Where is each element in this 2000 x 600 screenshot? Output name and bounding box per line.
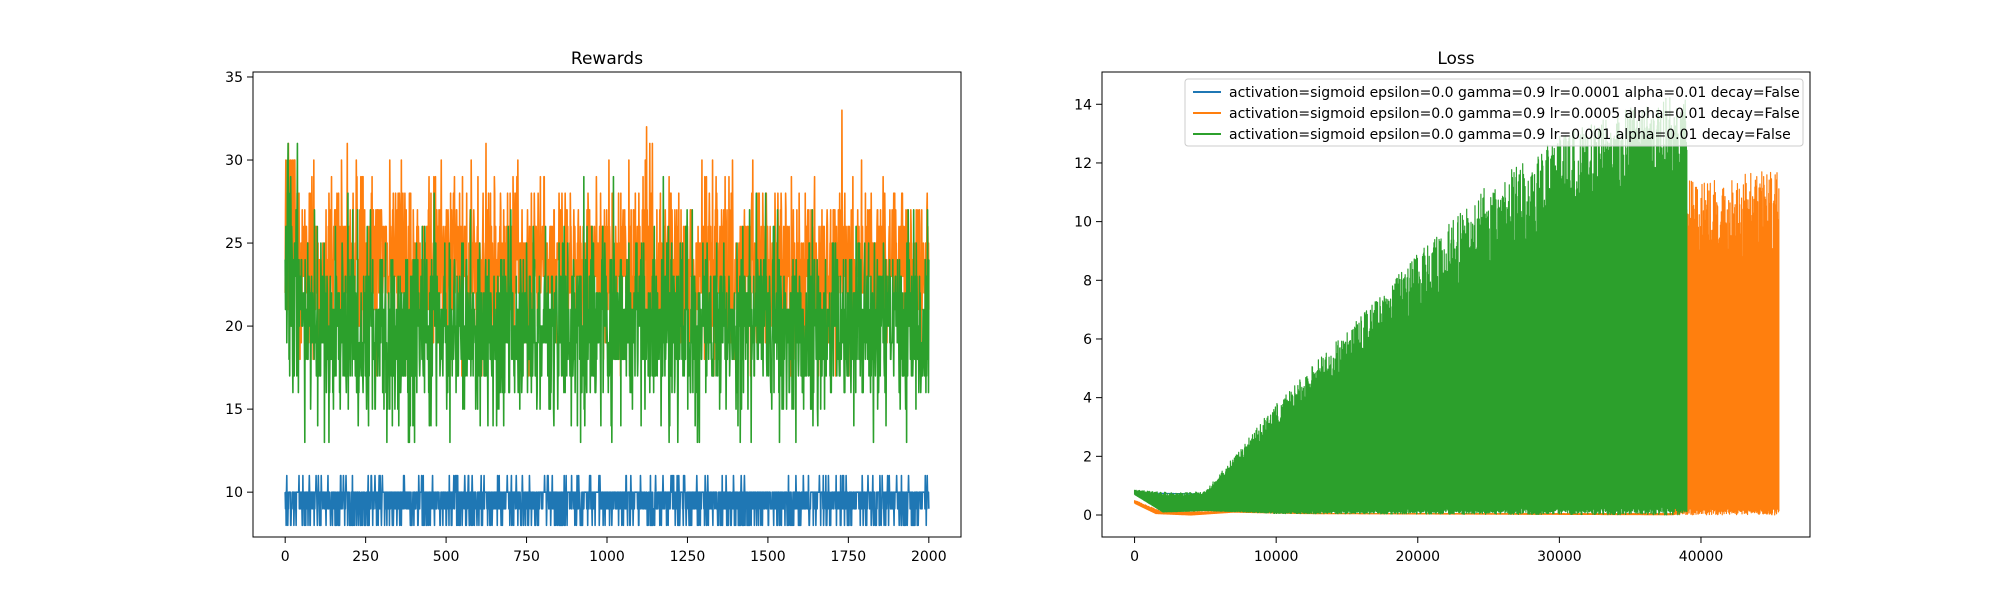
rewards-xtick-label-4: 1000	[589, 549, 625, 565]
loss-legend-box	[1184, 78, 1804, 147]
loss-title: Loss	[1437, 49, 1474, 69]
rewards-series-0-line	[284, 474, 930, 527]
rewards-xtick-label-3: 750	[513, 549, 540, 565]
loss-ytick-label-7: 14	[1074, 97, 1092, 113]
rewards-series-2-line	[284, 142, 930, 444]
loss-xtick-label-2: 20000	[1395, 549, 1440, 565]
rewards-ytick-label-4: 30	[225, 153, 243, 169]
loss-ytick-label-6: 12	[1074, 156, 1092, 172]
rewards-ytick-label-0: 10	[225, 485, 243, 501]
rewards-xtick-label-7: 1750	[831, 549, 867, 565]
rewards-ytick-label-3: 25	[225, 236, 243, 252]
rewards-title: Rewards	[571, 49, 643, 69]
loss-xtick-label-0: 0	[1130, 549, 1139, 565]
rewards-ytick-label-5: 35	[225, 70, 243, 86]
loss-plot-lines	[1133, 97, 1780, 516]
rewards-ytick-label-2: 20	[225, 319, 243, 335]
loss-axes-frame	[1101, 71, 1811, 538]
loss-ticks: 0 10000 20000 30000 40000 0 2 4 6 8 10 12 14	[1074, 97, 1723, 565]
rewards-ticks: 0 250 500 750 1000 1250 1500 1750 2000 10 15 20 25 30…	[225, 70, 946, 565]
rewards-xtick-label-2: 500	[433, 549, 460, 565]
loss-legend-label-2: activation=sigmoid epsilon=0.0 gamma=0.9…	[1229, 127, 1791, 143]
loss-ytick-label-2: 4	[1083, 391, 1092, 407]
rewards-ytick-label-1: 15	[225, 402, 243, 418]
loss-ytick-label-3: 6	[1083, 332, 1092, 348]
loss-legend-label-0: activation=sigmoid epsilon=0.0 gamma=0.9…	[1229, 85, 1800, 101]
loss-xtick-label-1: 10000	[1254, 549, 1299, 565]
rewards-xtick-label-6: 1500	[750, 549, 786, 565]
rewards-axes: Rewards 0 250 500 750 1000 1250 1500 1750 2000 10…	[225, 49, 962, 565]
loss-ytick-label-4: 8	[1083, 273, 1092, 289]
rewards-xtick-label-5: 1250	[670, 549, 706, 565]
loss-series-1-line	[1133, 171, 1780, 516]
rewards-xtick-label-0: 0	[281, 549, 290, 565]
loss-axes: Loss 0 10000 20000 30000 40000 0 2 4 6 8 10 12 14 ac…	[1074, 49, 1811, 565]
rewards-xtick-label-1: 250	[352, 549, 379, 565]
loss-xtick-label-4: 40000	[1679, 549, 1724, 565]
loss-ytick-label-0: 0	[1083, 508, 1092, 524]
loss-legend: activation=sigmoid epsilon=0.0 gamma=0.9…	[1184, 78, 1804, 147]
loss-legend-label-1: activation=sigmoid epsilon=0.0 gamma=0.9…	[1229, 106, 1800, 122]
rewards-series-1-line	[284, 109, 930, 377]
loss-ytick-label-5: 10	[1074, 215, 1092, 231]
loss-xtick-label-3: 30000	[1537, 549, 1582, 565]
rewards-plot-lines	[284, 109, 930, 527]
loss-series-2-line	[1133, 97, 1688, 516]
rewards-xtick-label-8: 2000	[911, 549, 947, 565]
loss-ytick-label-1: 2	[1083, 449, 1092, 465]
